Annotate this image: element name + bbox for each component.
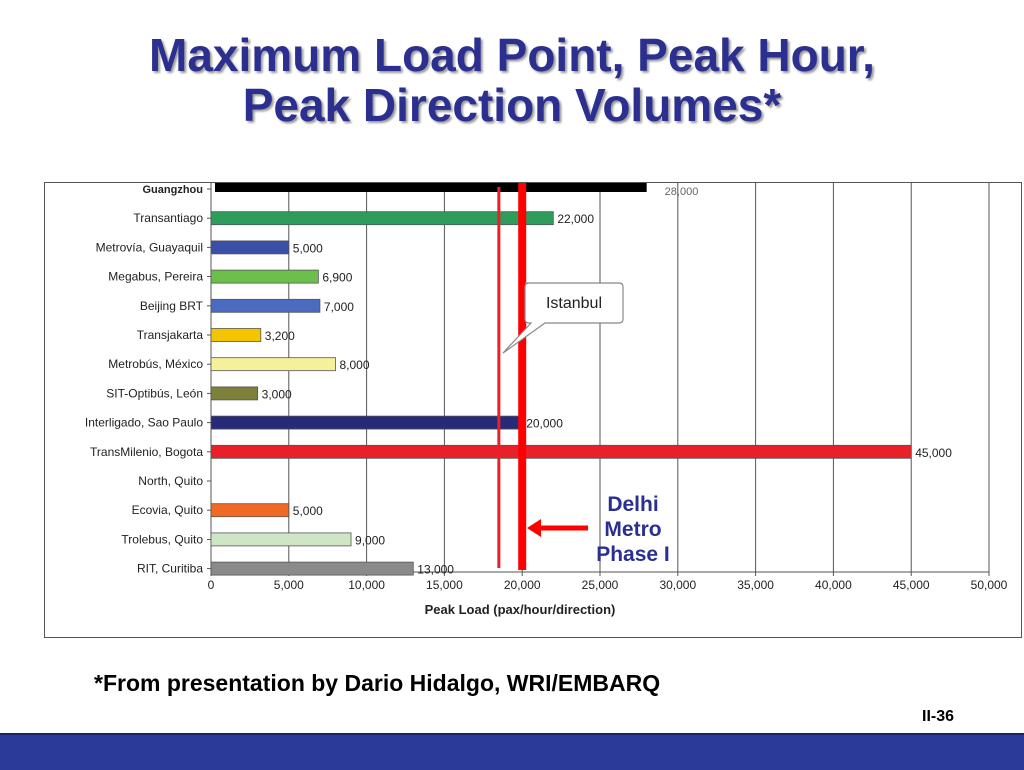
footnote: *From presentation by Dario Hidalgo, WRI… [94,670,661,696]
category-label: Transjakarta [137,328,204,342]
data-label: 9,000 [355,533,385,547]
data-label: 5,000 [293,504,323,518]
bar-chart: 0 5,000 10,000 15,000 20,000 25,000 30,000 35,0… [85,183,1008,617]
bar [210,532,352,547]
data-label: 22,000 [557,212,594,226]
category-label: Metrobús, México [108,357,203,371]
category-label: Guangzhou [143,184,204,196]
bar [210,386,259,401]
x-tick-label: 20,000 [504,578,541,592]
data-label: 7,000 [324,300,354,314]
bar [210,444,912,459]
x-tick-label: 50,000 [971,578,1008,592]
data-label: 13,000 [417,563,454,577]
bar [215,183,647,192]
category-label: Metrovía, Guayaquil [96,240,203,254]
category-label: North, Quito [138,474,203,488]
bar [210,561,414,576]
data-label: 3,200 [265,329,295,343]
bar [210,298,321,313]
category-label: Transantiago [133,211,203,225]
bottom-bar [0,733,1024,770]
category-label: Ecovia, Quito [132,503,204,517]
bar [210,328,262,342]
x-tick-label: 35,000 [737,578,774,592]
istanbul-callout [502,282,624,354]
data-label: 28,000 [665,186,699,198]
x-tick-label: 10,000 [348,578,385,592]
delhi-metro-label: Delhi [607,493,658,516]
x-tick-label: 40,000 [815,578,852,592]
delhi-arrow-head [527,519,541,537]
x-tick-label: 45,000 [893,578,930,592]
x-tick-label: 15,000 [426,578,463,592]
category-label: RIT, Curitiba [137,562,203,576]
bar [210,415,523,430]
data-label: 3,000 [262,387,292,401]
istanbul-label: Istanbul [546,295,602,312]
slide-title-line-2: Peak Direction Volumes* [242,79,782,131]
bar [210,357,336,372]
x-axis-label: Peak Load (pax/hour/direction) [425,602,616,617]
x-tick-label: 25,000 [582,578,619,592]
slide-title: Maximum Load Point, Peak Hour, Peak Dire… [0,30,1024,130]
delhi-metro-label: Metro [604,518,661,541]
slide-title-line-1: Maximum Load Point, Peak Hour, [149,29,875,81]
category-label: Interligado, Sao Paulo [85,416,203,430]
category-label: Megabus, Pereira [108,270,203,284]
bar [210,211,554,226]
x-tick-label: 0 [208,578,215,592]
data-label: 8,000 [339,358,369,372]
x-tick-label: 30,000 [659,578,696,592]
category-label: TransMilenio, Bogota [90,445,203,459]
bar [210,240,290,255]
category-label: Trolebus, Quito [121,532,203,546]
data-label: 45,000 [915,446,952,460]
data-label: 5,000 [293,241,323,255]
page-number: II-36 [922,708,955,725]
data-label: 20,000 [526,417,563,431]
delhi-metro-label: Phase I [596,543,670,566]
bar [210,503,290,518]
category-label: Beijing BRT [140,299,204,313]
bar [210,269,319,284]
x-tick-label: 5,000 [274,578,304,592]
data-label: 6,900 [322,271,352,285]
category-label: SIT-Optibús, León [106,386,203,400]
chart-frame: 0 5,000 10,000 15,000 20,000 25,000 30,000 35,0… [44,182,1022,638]
